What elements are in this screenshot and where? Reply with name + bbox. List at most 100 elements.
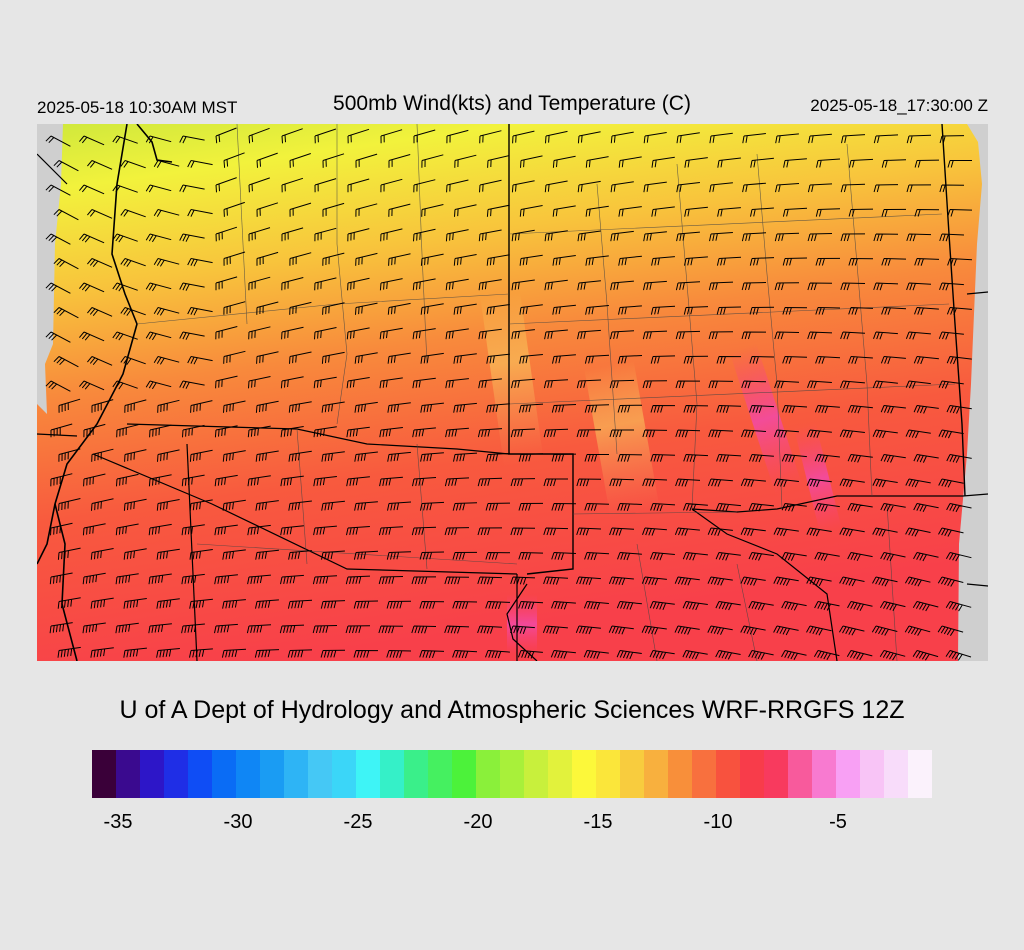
wind-barb (945, 601, 972, 612)
wind-barb (256, 152, 278, 168)
wind-barb (223, 301, 246, 315)
wind-barb (280, 475, 304, 487)
colorbar-swatch (404, 750, 428, 798)
wind-barb (880, 356, 906, 365)
wind-barb (412, 427, 436, 438)
wind-barb (247, 524, 271, 536)
wind-barb (510, 625, 535, 634)
wind-barb (248, 227, 271, 242)
wind-barb (840, 233, 866, 242)
wind-barb (512, 130, 535, 144)
wind-barb (552, 304, 576, 315)
wind-barb (518, 601, 544, 610)
wind-barb (585, 156, 609, 168)
wind-barb (157, 399, 180, 413)
wind-barb (708, 281, 734, 291)
wind-barb (379, 476, 403, 487)
wind-barb (246, 624, 272, 634)
wind-barb (643, 181, 667, 193)
wind-barb (650, 355, 676, 364)
wind-barb (748, 454, 774, 463)
wind-barb (773, 429, 799, 438)
wind-barb (947, 160, 972, 168)
wind-barb (477, 625, 503, 634)
wind-barb (321, 351, 345, 364)
wind-barb (413, 129, 436, 144)
wind-barb (939, 135, 965, 144)
wind-barb (643, 132, 667, 144)
wind-barb (347, 277, 370, 291)
wind-barb (741, 380, 767, 389)
wind-barb (643, 231, 667, 242)
wind-barb (617, 503, 643, 511)
wind-barb (945, 650, 972, 661)
wind-barb (815, 307, 841, 315)
colorbar-swatch (812, 750, 836, 798)
wind-barb (518, 552, 544, 560)
wind-barb (880, 454, 906, 463)
wind-barb (937, 625, 964, 636)
wind-barb (345, 575, 371, 585)
wind-barb (577, 329, 601, 340)
wind-barb (378, 526, 404, 536)
wind-barb (347, 128, 370, 144)
wind-barb (840, 282, 866, 291)
wind-barb (346, 476, 370, 487)
wind-barb (486, 304, 510, 315)
wind-barb (256, 202, 279, 217)
wind-barb (806, 478, 832, 488)
wind-barb (453, 254, 477, 266)
wind-barb (280, 376, 304, 389)
colorbar-swatch (260, 750, 284, 798)
wind-barb (544, 279, 568, 291)
wind-barb (313, 376, 337, 389)
wind-barb (618, 305, 642, 315)
wind-barb (454, 154, 477, 168)
wind-barb (814, 503, 840, 512)
wind-barb (156, 598, 180, 609)
colorbar-tick-label: -25 (343, 811, 373, 833)
wind-barb (378, 625, 404, 634)
wind-barb (256, 351, 279, 364)
wind-barb (145, 135, 172, 144)
wind-barb (616, 601, 642, 610)
wind-barb (91, 399, 114, 413)
wind-barb (314, 128, 337, 144)
wind-barb (149, 424, 172, 438)
wind-barb (650, 405, 676, 413)
wind-barb (386, 600, 412, 609)
wind-barb (179, 135, 205, 144)
wind-barb (542, 625, 568, 635)
wind-barb (708, 380, 734, 389)
wind-barb (510, 428, 536, 438)
wind-barb (610, 280, 634, 291)
wind-barb (386, 551, 412, 560)
wind-barb (616, 650, 642, 660)
wind-barb (740, 527, 766, 537)
wind-barb (749, 306, 775, 315)
wind-barb (485, 502, 511, 511)
wind-barb (913, 503, 939, 513)
wind-barb (123, 548, 147, 560)
wind-barb (871, 625, 898, 636)
wind-barb (179, 184, 205, 193)
wind-barb (115, 573, 139, 585)
wind-barb (682, 601, 708, 611)
colorbar-tick-label: -10 (703, 811, 733, 833)
wind-barb (709, 232, 733, 242)
wind-barb (584, 454, 609, 462)
wind-barb (444, 576, 470, 585)
wind-barb (610, 181, 634, 193)
wind-barb (676, 132, 700, 144)
wind-barb (148, 623, 172, 634)
wind-barb (289, 153, 311, 168)
wind-barb (872, 380, 898, 389)
wind-barb (190, 400, 213, 413)
colorbar-swatch (740, 750, 764, 798)
wind-barb (846, 650, 873, 661)
wind-barb (321, 401, 345, 413)
wind-barb (120, 307, 146, 316)
wind-barb (618, 206, 642, 217)
wind-barb (45, 331, 71, 343)
wind-barb (904, 625, 931, 636)
